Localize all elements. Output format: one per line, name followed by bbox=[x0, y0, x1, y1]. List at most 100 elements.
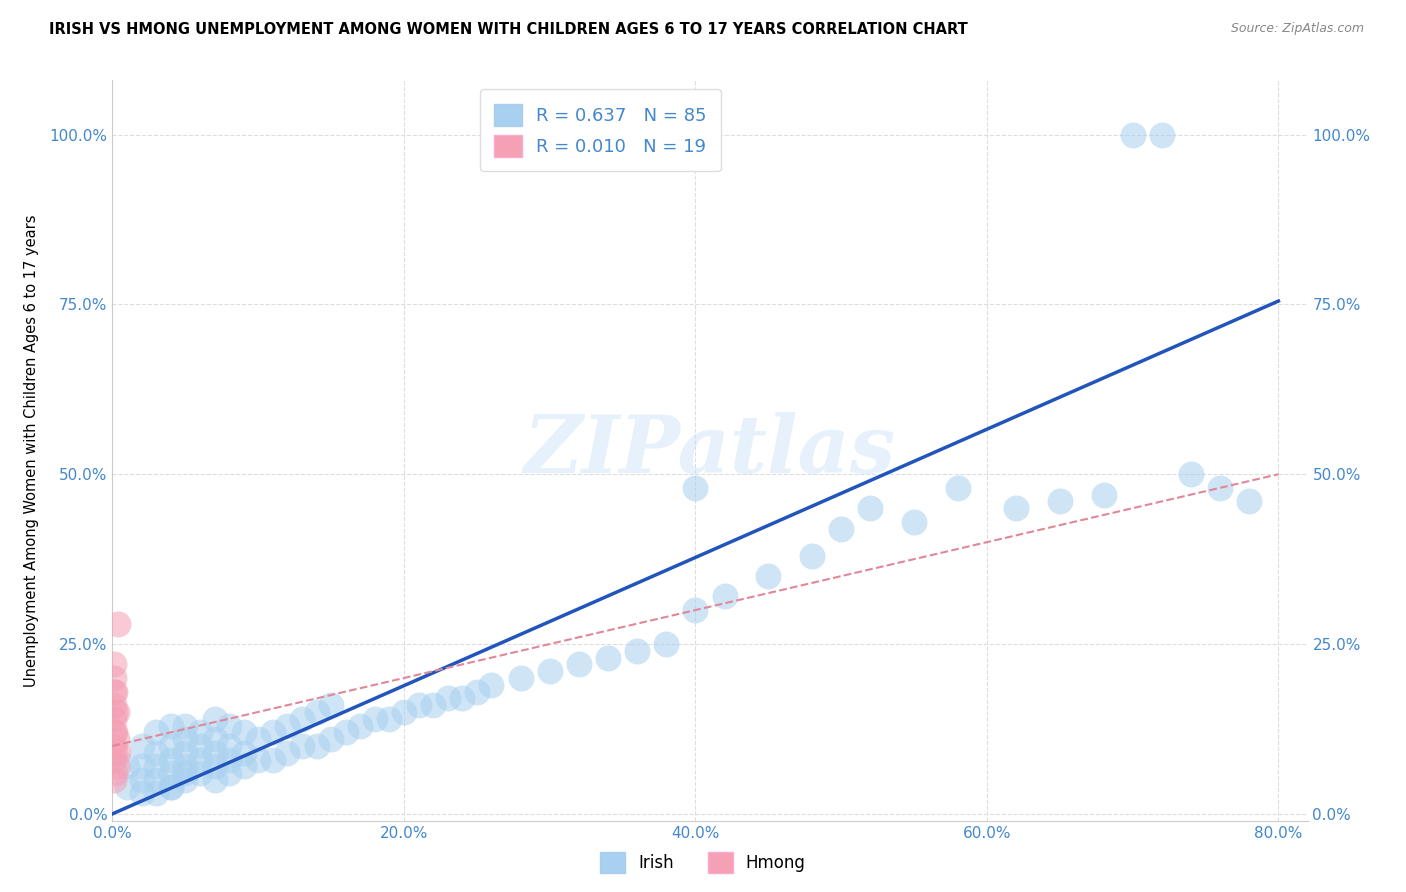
Point bbox=[188, 739, 211, 753]
Point bbox=[262, 752, 284, 766]
Point bbox=[713, 590, 735, 604]
Point bbox=[159, 780, 181, 794]
Text: IRISH VS HMONG UNEMPLOYMENT AMONG WOMEN WITH CHILDREN AGES 6 TO 17 YEARS CORRELA: IRISH VS HMONG UNEMPLOYMENT AMONG WOMEN … bbox=[49, 22, 967, 37]
Point bbox=[319, 732, 342, 747]
Point bbox=[105, 705, 128, 719]
Point bbox=[247, 752, 270, 766]
Point bbox=[115, 759, 138, 773]
Y-axis label: Unemployment Among Women with Children Ages 6 to 17 years: Unemployment Among Women with Children A… bbox=[24, 214, 38, 687]
Point bbox=[596, 650, 619, 665]
Point bbox=[349, 718, 371, 732]
Point bbox=[218, 752, 240, 766]
Point bbox=[538, 664, 561, 678]
Legend: Irish, Hmong: Irish, Hmong bbox=[593, 846, 813, 880]
Point bbox=[509, 671, 531, 685]
Point bbox=[232, 746, 254, 760]
Point bbox=[131, 787, 153, 801]
Point bbox=[159, 766, 181, 780]
Point bbox=[104, 766, 127, 780]
Point bbox=[685, 481, 707, 495]
Point bbox=[830, 522, 852, 536]
Point bbox=[319, 698, 342, 713]
Point bbox=[232, 759, 254, 773]
Point bbox=[174, 759, 197, 773]
Point bbox=[174, 718, 197, 732]
Point bbox=[104, 684, 127, 698]
Point bbox=[103, 671, 125, 685]
Point bbox=[145, 725, 167, 739]
Point bbox=[685, 603, 707, 617]
Point bbox=[204, 746, 226, 760]
Point bbox=[232, 725, 254, 739]
Point bbox=[105, 732, 128, 747]
Point bbox=[131, 759, 153, 773]
Point bbox=[422, 698, 444, 713]
Point bbox=[392, 705, 415, 719]
Point bbox=[1049, 494, 1071, 508]
Point bbox=[1122, 128, 1144, 142]
Point bbox=[481, 678, 503, 692]
Point bbox=[174, 732, 197, 747]
Point bbox=[103, 657, 125, 672]
Point bbox=[159, 739, 181, 753]
Point bbox=[1209, 481, 1232, 495]
Point bbox=[364, 712, 387, 726]
Legend: R = 0.637   N = 85, R = 0.010   N = 19: R = 0.637 N = 85, R = 0.010 N = 19 bbox=[479, 89, 721, 171]
Point bbox=[801, 549, 824, 563]
Point bbox=[188, 766, 211, 780]
Point bbox=[103, 712, 125, 726]
Point bbox=[103, 698, 125, 713]
Point bbox=[568, 657, 591, 672]
Point bbox=[218, 718, 240, 732]
Point bbox=[159, 780, 181, 794]
Point bbox=[1092, 487, 1115, 501]
Point bbox=[247, 732, 270, 747]
Point bbox=[103, 725, 125, 739]
Point bbox=[859, 501, 882, 516]
Point bbox=[262, 725, 284, 739]
Point bbox=[1150, 128, 1173, 142]
Point bbox=[159, 718, 181, 732]
Point bbox=[756, 569, 779, 583]
Point bbox=[276, 718, 298, 732]
Point bbox=[204, 712, 226, 726]
Point bbox=[204, 732, 226, 747]
Point bbox=[174, 772, 197, 787]
Point bbox=[408, 698, 430, 713]
Point bbox=[218, 739, 240, 753]
Point bbox=[103, 684, 125, 698]
Point bbox=[188, 725, 211, 739]
Point bbox=[107, 616, 129, 631]
Point bbox=[1239, 494, 1261, 508]
Point bbox=[115, 780, 138, 794]
Text: Source: ZipAtlas.com: Source: ZipAtlas.com bbox=[1230, 22, 1364, 36]
Point bbox=[276, 746, 298, 760]
Text: ZIPatlas: ZIPatlas bbox=[524, 412, 896, 489]
Point bbox=[105, 759, 128, 773]
Point bbox=[305, 705, 328, 719]
Point bbox=[107, 746, 129, 760]
Point bbox=[305, 739, 328, 753]
Point bbox=[103, 739, 125, 753]
Point bbox=[291, 739, 314, 753]
Point bbox=[204, 759, 226, 773]
Point bbox=[174, 766, 197, 780]
Point bbox=[451, 691, 474, 706]
Point bbox=[104, 705, 127, 719]
Point bbox=[188, 752, 211, 766]
Point bbox=[103, 752, 125, 766]
Point bbox=[655, 637, 678, 651]
Point bbox=[1005, 501, 1028, 516]
Point bbox=[291, 712, 314, 726]
Point bbox=[174, 746, 197, 760]
Point bbox=[159, 752, 181, 766]
Point bbox=[626, 644, 648, 658]
Point bbox=[145, 746, 167, 760]
Point bbox=[335, 725, 357, 739]
Point bbox=[218, 766, 240, 780]
Point bbox=[436, 691, 458, 706]
Point bbox=[1180, 467, 1202, 482]
Point bbox=[145, 787, 167, 801]
Point bbox=[103, 772, 125, 787]
Point bbox=[204, 772, 226, 787]
